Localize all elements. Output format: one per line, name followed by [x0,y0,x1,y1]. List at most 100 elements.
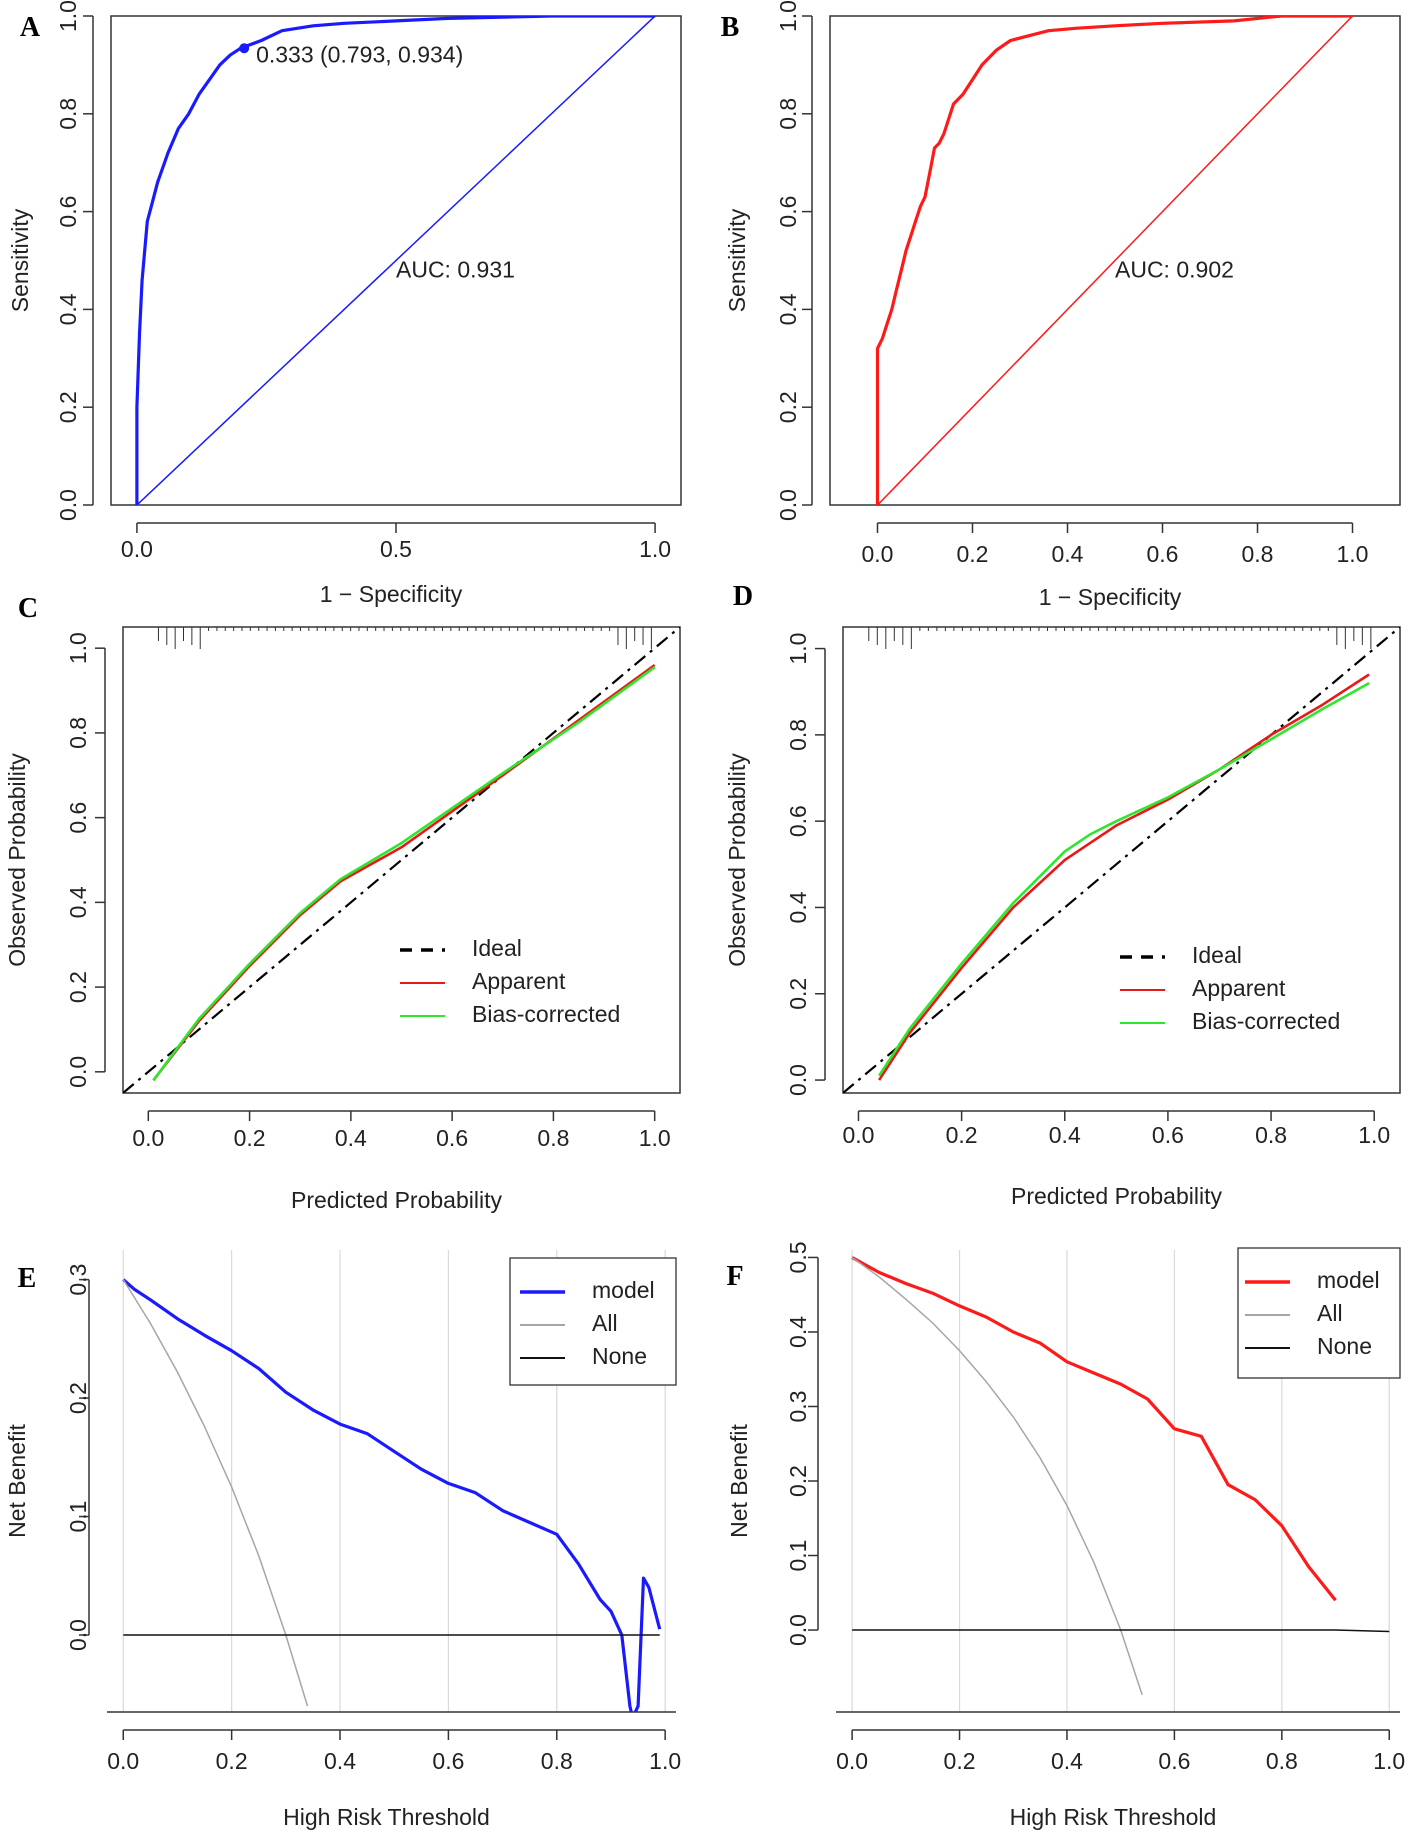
y-tick-label: 0.3 [65,1264,91,1296]
y-axis-label: Sensitivity [7,208,33,312]
legend-label: All [1317,1300,1343,1326]
y-tick-label: 0.2 [65,1382,91,1414]
y-tick-label: 0.4 [55,293,81,325]
legend-label: None [592,1343,647,1369]
x-axis-label: Predicted Probability [1011,1183,1222,1209]
series-reference [135,16,657,505]
legend: model All None [1237,1247,1401,1379]
y-tick-label: 1.0 [65,632,91,664]
panel-d: D 0.0 0.2 0.4 0.6 0.8 1.0 0.0 0.2 0.4 0.6 0.8 1.0 Pre… [724,581,1401,1209]
legend-box [509,1257,677,1386]
series-all [851,1256,1143,1696]
x-tick-label: 0.4 [335,1125,367,1151]
x-tick-label: 0.4 [1051,1748,1083,1774]
y-tick-label: 0.2 [65,971,91,1003]
panel-b: B 0.0 0.2 0.4 0.6 0.8 1.0 0.0 0.2 0.4 0.6 0.8 1.0 1 −… [721,0,1401,610]
x-tick-label: 0.2 [234,1125,266,1151]
x-axis: 0.0 0.2 0.4 0.6 0.8 1.0 [132,1110,671,1151]
x-axis-label: High Risk Threshold [1010,1804,1217,1830]
legend-label: model [592,1277,655,1303]
y-tick-label: 0.2 [55,391,81,423]
series-group [135,16,657,505]
series-roc [135,16,656,505]
y-tick-label: 0.2 [785,978,811,1010]
y-tick-label: 0.2 [785,1465,811,1497]
legend-box [1237,1247,1401,1379]
legend: Ideal Apparent Bias-corrected [1120,942,1340,1034]
rug [157,627,652,649]
y-axis: 0.0 0.2 0.4 0.6 0.8 1.0 [785,633,826,1096]
legend: model All None [509,1257,677,1386]
y-tick-label: 0.8 [65,717,91,749]
rug [868,627,1372,649]
x-tick-label: 0.0 [862,541,894,567]
y-tick-label: 0.0 [785,1614,811,1646]
series-model [851,1256,1337,1602]
x-axis: 0.0 0.2 0.4 0.6 0.8 1.0 [107,1729,681,1774]
x-tick-label: 0.6 [1158,1748,1190,1774]
x-tick-label: 0.2 [946,1122,978,1148]
series-none [852,1629,1390,1633]
legend-label: Bias-corrected [1192,1008,1340,1034]
x-tick-label: 1.0 [649,1748,681,1774]
x-tick-label: 0.8 [537,1125,569,1151]
x-tick-label: 0.0 [842,1122,874,1148]
y-tick-label: 0.8 [785,719,811,751]
series-group [843,627,1400,1093]
y-axis-label: Net Benefit [726,1424,752,1538]
x-tick-label: 0.6 [1152,1122,1184,1148]
y-axis: 0.0 0.2 0.4 0.6 0.8 1.0 [775,0,813,521]
x-tick-label: 0.5 [380,536,412,562]
x-tick-label: 0.4 [1049,1122,1081,1148]
series-ideal [843,627,1400,1093]
x-axis: 0.0 0.2 0.4 0.6 0.8 1.0 [862,522,1369,567]
y-tick-label: 0.6 [775,196,801,228]
x-axis-label: High Risk Threshold [283,1804,490,1830]
y-axis-label: Net Benefit [4,1424,30,1538]
series-roc [875,16,1353,505]
y-tick-label: 0.2 [775,391,801,423]
x-tick-label: 1.0 [1373,1748,1405,1774]
y-axis: 0.0 0.1 0.2 0.3 0.4 0.5 [785,1241,819,1646]
legend-label: model [1317,1267,1380,1293]
series-all [122,1279,309,1707]
series-apparent [878,673,1370,1081]
x-axis: 0.0 0.2 0.4 0.6 0.8 1.0 [836,1729,1405,1774]
x-tick-label: 0.6 [432,1748,464,1774]
panel-a: A 0.0 0.2 0.4 0.6 0.8 1.0 0.0 0.5 1.0 1 − Specific… [7,0,682,607]
y-axis: 0.0 0.1 0.2 0.3 [65,1264,91,1651]
y-tick-label: 0.0 [55,489,81,521]
x-tick-label: 1.0 [1337,541,1369,567]
panel-c: C 0.0 0.2 0.4 0.6 0.8 1.0 0.0 0.2 0.4 0.6 0.8 1.0 Pre… [4,593,681,1213]
x-tick-label: 0.2 [957,541,989,567]
legend-label: Apparent [472,968,566,994]
y-tick-label: 0.8 [55,98,81,130]
y-tick-label: 0.1 [65,1501,91,1533]
series-group [875,16,1354,505]
y-tick-label: 0.1 [785,1540,811,1572]
legend-label: None [1317,1333,1372,1359]
panel-e: E 0.0 0.1 0.2 0.3 0.0 0.2 0.4 0.6 0.8 1.0 High Risk… [4,1250,681,1830]
y-tick-label: 1.0 [775,0,801,32]
panel-letter: E [18,1263,37,1294]
y-tick-label: 0.4 [785,1316,811,1348]
y-axis: 0.0 0.2 0.4 0.6 0.8 1.0 [65,632,106,1088]
y-tick-label: 0.5 [785,1241,811,1273]
x-axis: 0.0 0.2 0.4 0.6 0.8 1.0 [842,1110,1390,1148]
y-tick-label: 0.0 [785,1064,811,1096]
series-group [123,627,680,1093]
plot-frame [110,15,682,506]
annotation-label: 0.333 (0.793, 0.934) [256,41,463,67]
panel-letter: B [721,12,740,43]
y-axis: 0.0 0.2 0.4 0.6 0.8 1.0 [55,0,94,521]
y-tick-label: 0.3 [785,1390,811,1422]
y-tick-label: 0.4 [65,886,91,918]
y-tick-label: 0.0 [65,1056,91,1088]
x-axis: 0.0 0.5 1.0 [121,522,671,562]
y-axis-label: Observed Probability [724,753,750,967]
x-tick-label: 0.8 [1242,541,1274,567]
x-axis-label: 1 − Specificity [1039,584,1182,610]
x-tick-label: 0.0 [121,536,153,562]
plot-frame [122,626,681,1094]
